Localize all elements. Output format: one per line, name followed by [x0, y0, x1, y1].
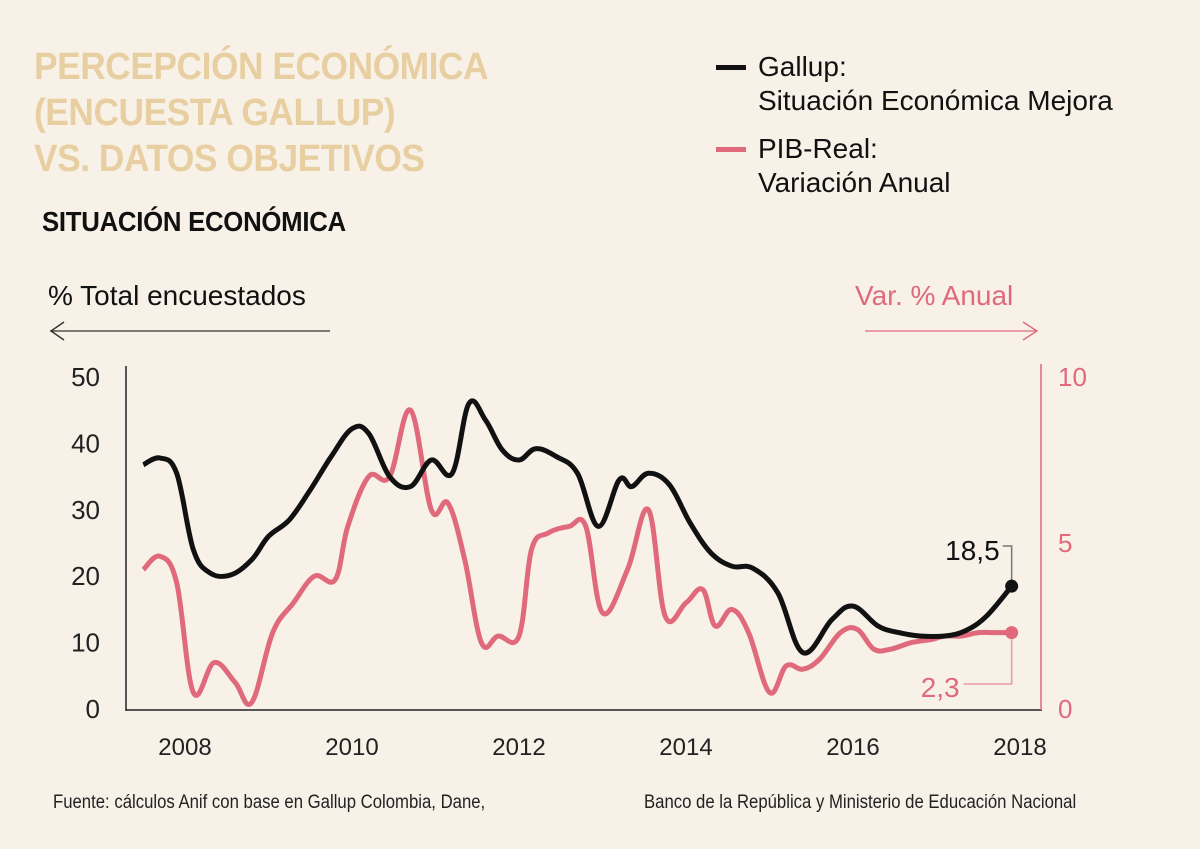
source-note-part2: Banco de la República y Ministerio de Ed… [644, 792, 1077, 813]
left-axis-title: % Total encuestados [48, 280, 306, 311]
title-line-2: (ENCUESTA GALLUP) [34, 92, 396, 134]
y-tick-label-20: 20 [71, 561, 100, 591]
y-tick-label-30: 30 [71, 495, 100, 525]
annotation-leader-gallup [1002, 545, 1013, 587]
y-tick-label-50: 50 [71, 362, 100, 392]
y-tick-label-40: 40 [71, 428, 100, 458]
x-tick-label-2012: 2012 [492, 734, 545, 761]
right-axis-title: Var. % Anual [855, 280, 1014, 311]
annotation-leader-pib [963, 632, 1013, 685]
legend-swatch-gallup [716, 65, 746, 70]
x-tick-label-2014: 2014 [659, 734, 712, 761]
y2-tick-label-5: 5 [1058, 528, 1072, 558]
x-tick-label-2018: 2018 [993, 734, 1046, 761]
x-tick-label-2016: 2016 [826, 734, 879, 761]
y2-tick-label-0: 0 [1058, 694, 1072, 724]
chart-subtitle: SITUACIÓN ECONÓMICA [42, 206, 346, 237]
title-line-1: PERCEPCIÓN ECONÓMICA [34, 46, 489, 88]
y2-tick-label-10: 10 [1058, 362, 1087, 392]
source-note-part1: Fuente: cálculos Anif con base en Gallup… [53, 792, 486, 813]
title-line-3: VS. DATOS OBJETIVOS [34, 138, 425, 180]
legend-item-gallup: Gallup: Situación Económica Mejora [712, 50, 1113, 118]
x-tick-label-2008: 2008 [158, 734, 211, 761]
left-axis-arrow-icon [49, 321, 330, 341]
legend-swatch-pib [716, 147, 746, 152]
legend-label-gallup-line1: Gallup: [758, 51, 847, 82]
legend-label-gallup-line2: Situación Económica Mejora [758, 85, 1113, 116]
x-tick-label-2010: 2010 [325, 734, 378, 761]
annotation-label-gallup: 18,5 [945, 535, 1000, 566]
y-tick-label-10: 10 [71, 628, 100, 658]
y-tick-label-0: 0 [86, 694, 100, 724]
annotation-label-pib: 2,3 [921, 672, 960, 703]
legend: Gallup: Situación Económica Mejora PIB-R… [712, 50, 1113, 214]
end-point-pib [1005, 626, 1019, 640]
chart-title: PERCEPCIÓN ECONÓMICA (ENCUESTA GALLUP) V… [34, 44, 489, 182]
right-axis-arrow-icon [865, 321, 1039, 341]
series-line-pib [141, 407, 1012, 707]
end-point-gallup [1005, 579, 1019, 593]
legend-label-pib-line2: Variación Anual [758, 167, 951, 198]
legend-label-pib-line1: PIB-Real: [758, 133, 878, 164]
legend-item-pib: PIB-Real: Variación Anual [712, 132, 1113, 200]
series-line-gallup [142, 398, 1014, 656]
